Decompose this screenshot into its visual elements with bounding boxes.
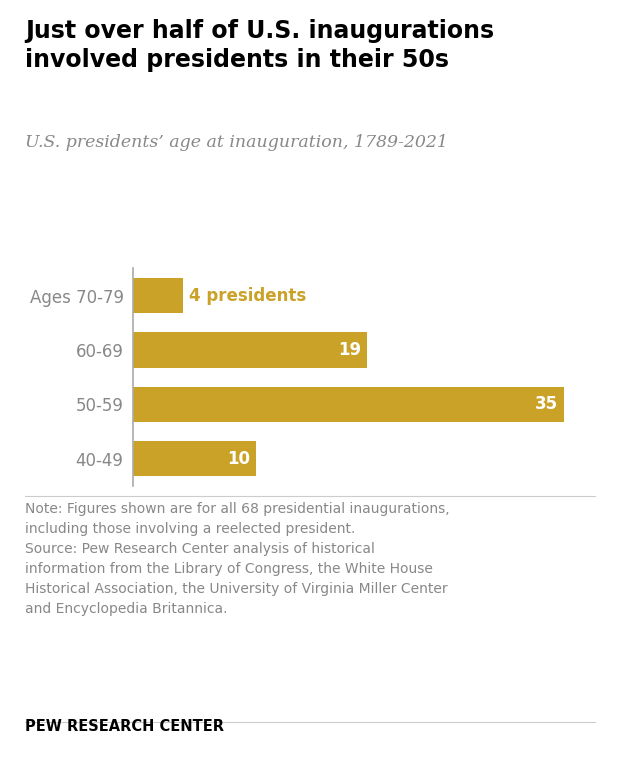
Text: 19: 19 (338, 341, 361, 359)
Text: 4 presidents: 4 presidents (188, 286, 306, 305)
Bar (133, 387, 564, 422)
Bar (133, 441, 257, 476)
Text: Just over half of U.S. inaugurations
involved presidents in their 50s: Just over half of U.S. inaugurations inv… (25, 19, 494, 72)
Bar (133, 278, 182, 313)
Text: 10: 10 (228, 450, 250, 468)
Text: Note: Figures shown are for all 68 presidential inaugurations,
including those i: Note: Figures shown are for all 68 presi… (25, 502, 450, 616)
Text: 35: 35 (535, 395, 558, 414)
Text: U.S. presidents’ age at inauguration, 1789-2021: U.S. presidents’ age at inauguration, 17… (25, 134, 448, 151)
Bar (133, 332, 367, 368)
Text: PEW RESEARCH CENTER: PEW RESEARCH CENTER (25, 719, 224, 734)
